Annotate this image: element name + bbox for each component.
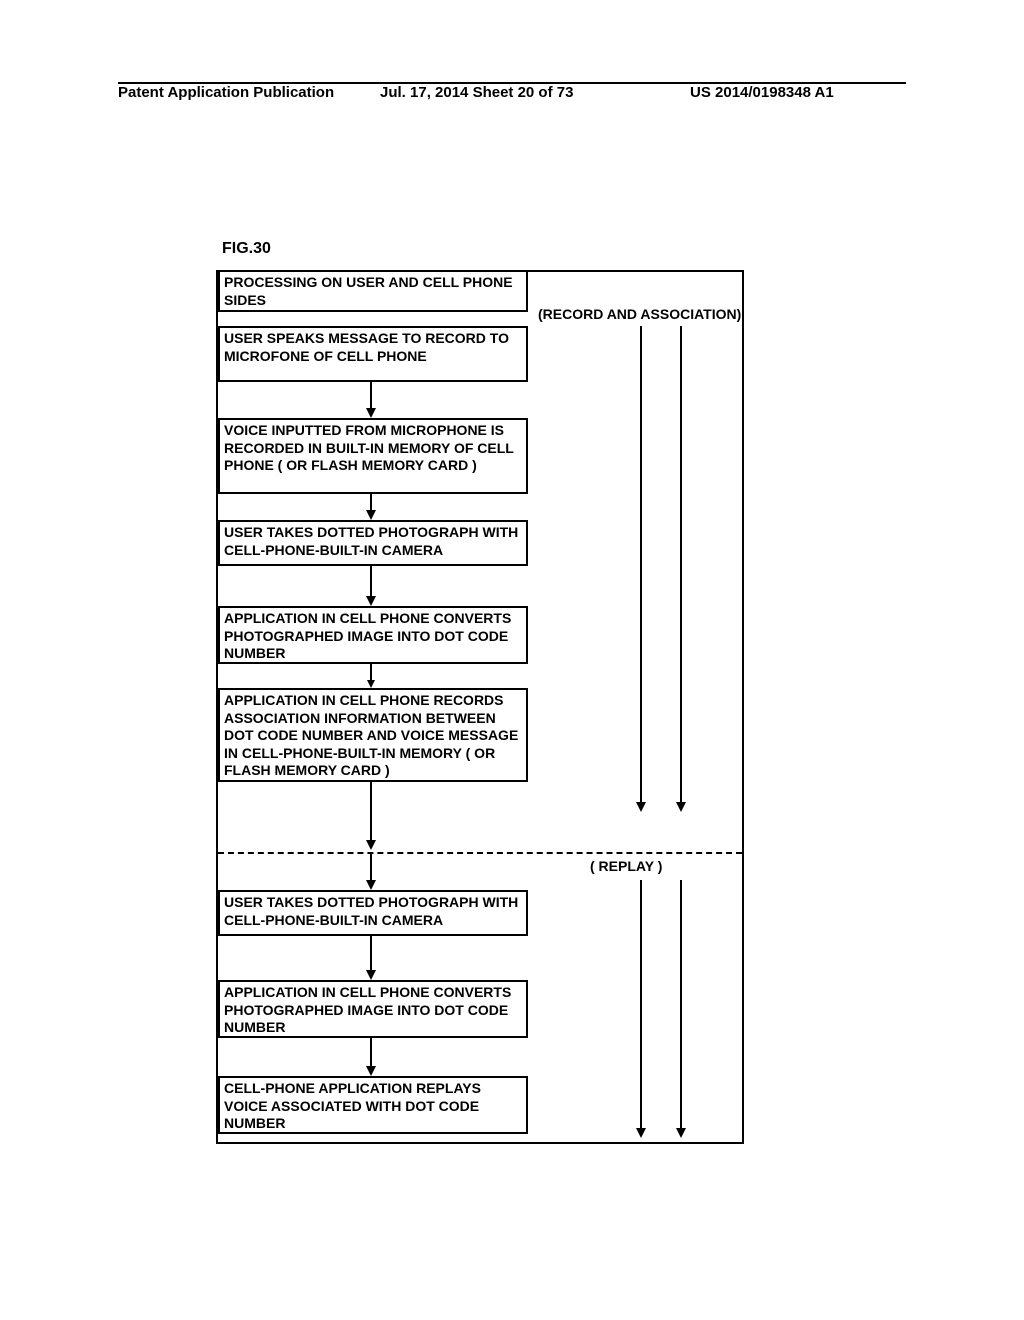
flow-text-b3: USER TAKES DOTTED PHOTOGRAPH WITH CELL-P… <box>224 524 518 558</box>
right-arrow-head-record-2 <box>676 802 686 812</box>
right-arrow-head-record <box>636 802 646 812</box>
flow-box-b6: USER TAKES DOTTED PHOTOGRAPH WITH CELL-P… <box>218 890 528 936</box>
right-arrow-line-replay <box>640 880 642 1130</box>
right-arrow-line-replay-2 <box>680 880 682 1130</box>
flow-text-b5: APPLICATION IN CELL PHONE RECORDS ASSOCI… <box>224 692 518 778</box>
arrow-head-7 <box>366 1066 376 1076</box>
arrow-head-3 <box>366 596 376 606</box>
arrow-head-4 <box>367 680 375 688</box>
right-arrow-head-replay <box>636 1128 646 1138</box>
flow-box-b2: VOICE INPUTTED FROM MICROPHONE IS RECORD… <box>218 418 528 494</box>
flow-box-b8: CELL-PHONE APPLICATION REPLAYS VOICE ASS… <box>218 1076 528 1134</box>
header-center: Jul. 17, 2014 Sheet 20 of 73 <box>380 84 573 101</box>
flow-text-b8: CELL-PHONE APPLICATION REPLAYS VOICE ASS… <box>224 1080 481 1131</box>
figure-label: FIG.30 <box>222 240 271 258</box>
dashed-divider <box>218 852 742 854</box>
arrow-line-6 <box>370 936 372 972</box>
column-header-box: PROCESSING ON USER AND CELL PHONE SIDES <box>218 272 528 312</box>
right-arrow-line-record-2 <box>680 326 682 804</box>
flow-text-b7: APPLICATION IN CELL PHONE CONVERTS PHOTO… <box>224 984 511 1035</box>
right-arrow-head-replay-2 <box>676 1128 686 1138</box>
arrow-head-2 <box>366 510 376 520</box>
arrow-line-3 <box>370 566 372 598</box>
flow-text-b6: USER TAKES DOTTED PHOTOGRAPH WITH CELL-P… <box>224 894 518 928</box>
section-label-replay: ( REPLAY ) <box>590 858 662 874</box>
flow-box-b4: APPLICATION IN CELL PHONE CONVERTS PHOTO… <box>218 606 528 664</box>
arrow-head-5a <box>366 840 376 850</box>
flow-text-b1: USER SPEAKS MESSAGE TO RECORD TO MICROFO… <box>224 330 509 364</box>
flow-box-b5: APPLICATION IN CELL PHONE RECORDS ASSOCI… <box>218 688 528 782</box>
arrow-head-5b <box>366 880 376 890</box>
arrow-head-1 <box>366 408 376 418</box>
arrow-head-6 <box>366 970 376 980</box>
header-left: Patent Application Publication <box>118 84 334 101</box>
arrow-line-7 <box>370 1038 372 1068</box>
arrow-line-5a <box>370 782 372 842</box>
column-header-text: PROCESSING ON USER AND CELL PHONE SIDES <box>224 274 513 308</box>
arrow-line-5b <box>370 854 372 882</box>
flow-box-b1: USER SPEAKS MESSAGE TO RECORD TO MICROFO… <box>218 326 528 382</box>
flow-box-b7: APPLICATION IN CELL PHONE CONVERTS PHOTO… <box>218 980 528 1038</box>
header-right: US 2014/0198348 A1 <box>690 84 834 101</box>
flow-text-b4: APPLICATION IN CELL PHONE CONVERTS PHOTO… <box>224 610 511 661</box>
section-label-record: (RECORD AND ASSOCIATION) <box>538 306 741 322</box>
page-root: Patent Application Publication Jul. 17, … <box>0 0 1024 1320</box>
flow-text-b2: VOICE INPUTTED FROM MICROPHONE IS RECORD… <box>224 422 514 473</box>
flow-box-b3: USER TAKES DOTTED PHOTOGRAPH WITH CELL-P… <box>218 520 528 566</box>
right-arrow-line-record <box>640 326 642 804</box>
arrow-line-1 <box>370 382 372 410</box>
